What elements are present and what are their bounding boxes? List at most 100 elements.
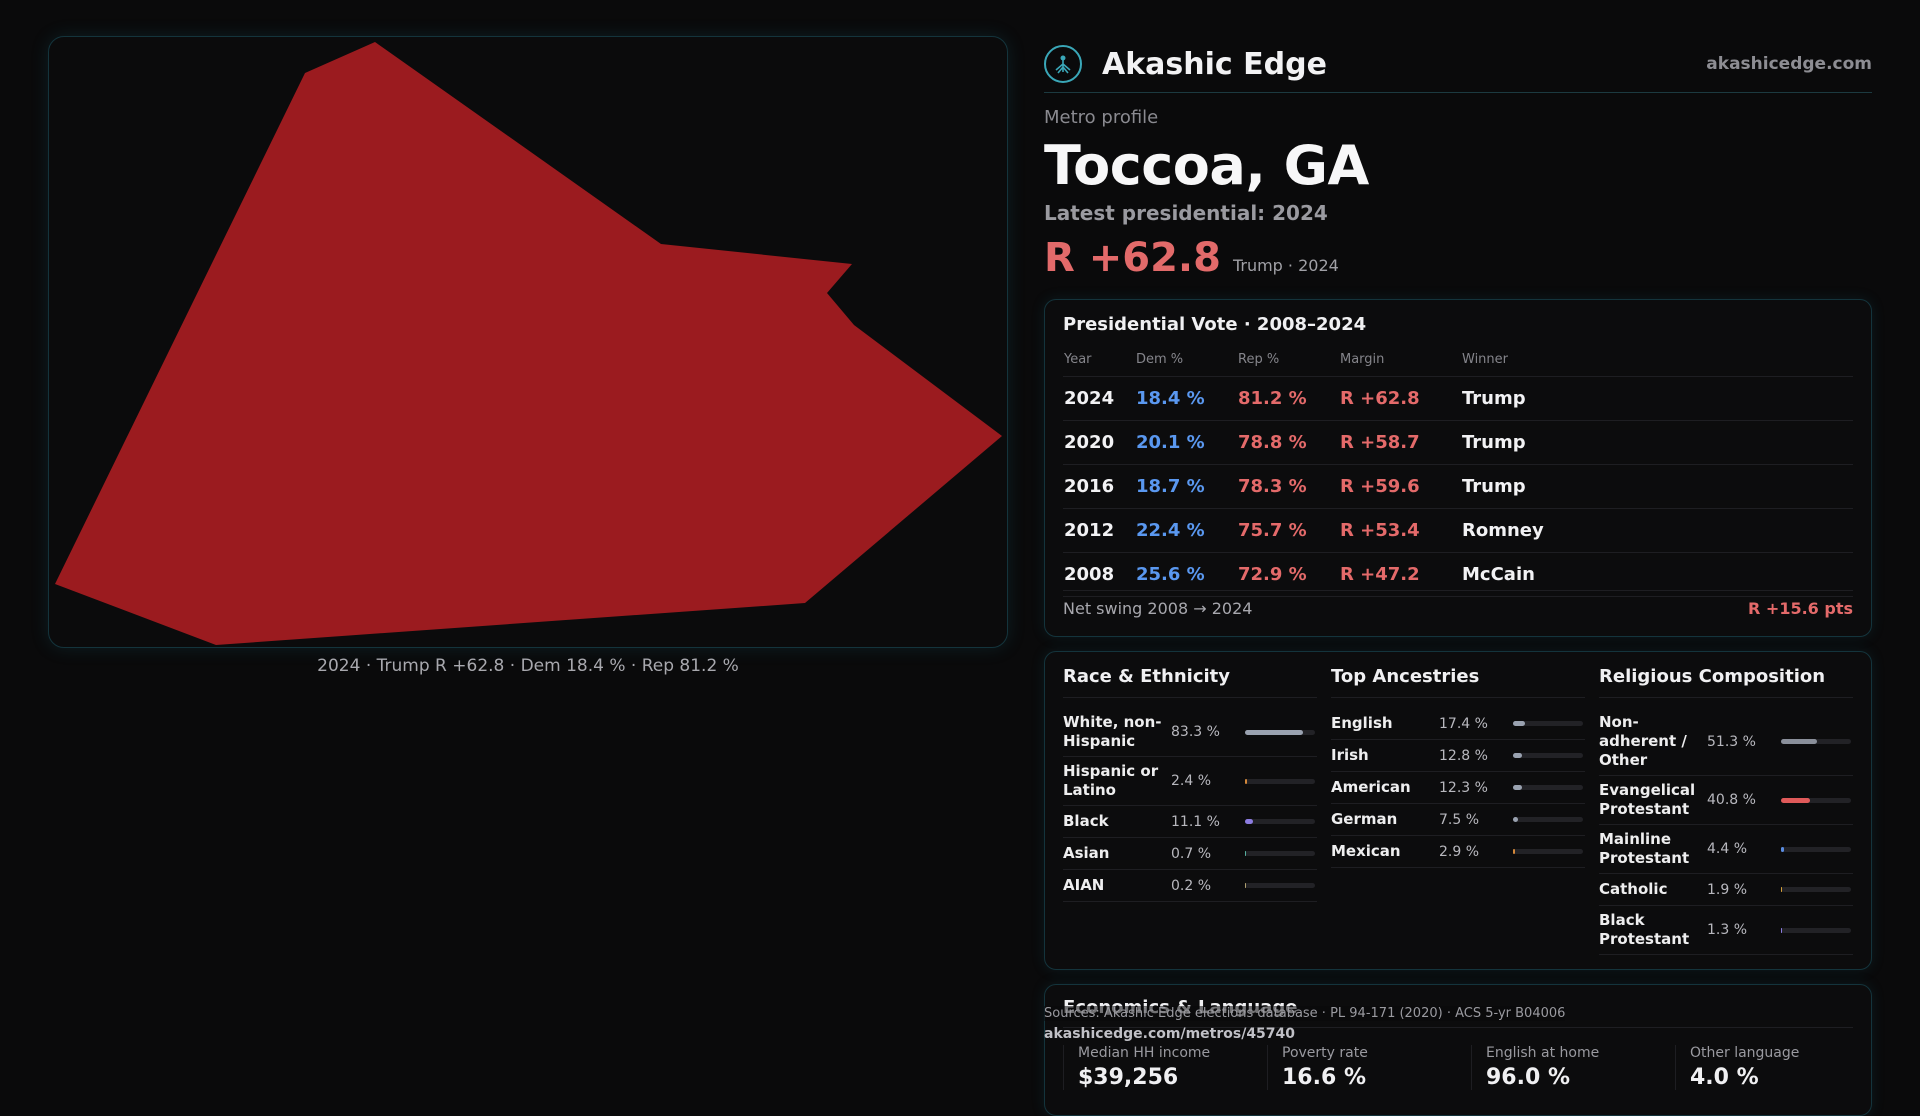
share-bar-fill xyxy=(1781,927,1783,933)
profile-header: Akashic Edge akashicedge.com Metro profi… xyxy=(1044,36,1872,281)
dem-cell: 22.4 % xyxy=(1135,508,1237,553)
stat-value: 12.3 % xyxy=(1439,779,1488,796)
share-bar xyxy=(1781,739,1851,744)
stat-value: 16.6 % xyxy=(1282,1065,1366,1090)
stat-value: $39,256 xyxy=(1078,1065,1179,1090)
share-bar-fill xyxy=(1513,817,1519,822)
winner-cell: Trump xyxy=(1461,464,1853,509)
stat-value: 0.2 % xyxy=(1171,877,1212,894)
demographics-panel: Race & Ethnicity White, non-Hispanic 83.… xyxy=(1044,651,1872,970)
stat-label: Black Protestant xyxy=(1599,911,1690,948)
brand-name[interactable]: Akashic Edge xyxy=(1102,46,1327,82)
rep-cell: 81.2 % xyxy=(1237,376,1339,421)
margin-cell: R +58.7 xyxy=(1339,420,1461,465)
stat-label: Hispanic or Latino xyxy=(1063,762,1159,799)
section-title: Race & Ethnicity xyxy=(1063,666,1317,698)
stat-value: 4.4 % xyxy=(1707,841,1748,857)
dem-cell: 18.4 % xyxy=(1135,376,1237,421)
column-header-year: Year xyxy=(1063,342,1135,377)
table-row[interactable]: 2020 20.1 % 78.8 % R +58.7 Trump xyxy=(1063,420,1853,465)
tree-of-life-icon[interactable] xyxy=(1044,45,1082,83)
stat-value: 83.3 % xyxy=(1171,724,1220,740)
table-row[interactable]: 2016 18.7 % 78.3 % R +59.6 Trump xyxy=(1063,464,1853,509)
share-bar xyxy=(1513,721,1583,726)
share-bar xyxy=(1513,785,1583,790)
list-item: Black 11.1 % xyxy=(1063,806,1317,838)
latest-margin-row: R +62.8 Trump · 2024 xyxy=(1044,235,1872,281)
list-item: Irish 12.8 % xyxy=(1331,740,1585,772)
brand-url-link[interactable]: akashicedge.com xyxy=(1706,54,1872,74)
stat-label: Poverty rate xyxy=(1282,1045,1368,1061)
share-bar xyxy=(1245,851,1315,856)
metro-shape-svg xyxy=(55,42,1002,645)
list-item: Mainline Protestant 4.4 % xyxy=(1599,825,1853,874)
winner-cell: McCain xyxy=(1461,552,1853,597)
list-item: Evangelical Protestant 40.8 % xyxy=(1599,776,1853,825)
stat-cell: Poverty rate 16.6 % xyxy=(1267,1045,1482,1090)
metro-boundary-shape[interactable] xyxy=(55,42,1002,645)
table-row[interactable]: 2012 22.4 % 75.7 % R +53.4 Romney xyxy=(1063,508,1853,553)
ancestry-list: English 17.4 % Irish 12.8 % American 12.… xyxy=(1331,708,1585,868)
stat-value: 96.0 % xyxy=(1486,1065,1570,1090)
stat-label: Black xyxy=(1063,812,1109,830)
stat-value: 2.4 % xyxy=(1171,773,1212,789)
margin-cell: R +59.6 xyxy=(1339,464,1461,509)
margin-cell: R +47.2 xyxy=(1339,552,1461,597)
dem-cell: 25.6 % xyxy=(1135,552,1237,597)
stat-value: 4.0 % xyxy=(1690,1065,1759,1090)
year-cell: 2016 xyxy=(1063,464,1135,509)
list-item: Non-adherent / Other 51.3 % xyxy=(1599,708,1853,776)
vote-table: Year Dem % Rep % Margin Winner 2024 18.4… xyxy=(1063,342,1853,597)
list-item: Black Protestant 1.3 % xyxy=(1599,906,1853,955)
stat-label: German xyxy=(1331,810,1398,828)
religion-list: Non-adherent / Other 51.3 % Evangelical … xyxy=(1599,708,1853,955)
metro-map[interactable] xyxy=(48,36,1008,648)
winner-cell: Trump xyxy=(1461,420,1853,465)
year-cell: 2012 xyxy=(1063,508,1135,553)
list-item: Mexican 2.9 % xyxy=(1331,836,1585,868)
stat-value: 1.3 % xyxy=(1707,922,1748,938)
list-item: German 7.5 % xyxy=(1331,804,1585,836)
column-header-dem: Dem % xyxy=(1135,342,1237,377)
stat-value: 12.8 % xyxy=(1439,747,1488,764)
share-bar-fill xyxy=(1513,753,1522,758)
list-item: White, non-Hispanic 83.3 % xyxy=(1063,708,1317,757)
table-row[interactable]: 2008 25.6 % 72.9 % R +47.2 McCain xyxy=(1063,552,1853,597)
latest-margin-winner: Trump · 2024 xyxy=(1232,256,1339,275)
share-bar-fill xyxy=(1781,797,1810,803)
stat-label: Non-adherent / Other xyxy=(1599,713,1687,769)
share-bar-fill xyxy=(1245,729,1304,735)
section-eyebrow: Metro profile xyxy=(1044,107,1159,128)
table-header-row: Year Dem % Rep % Margin Winner xyxy=(1063,342,1853,377)
share-bar xyxy=(1245,778,1315,784)
stat-value: 2.9 % xyxy=(1439,843,1480,860)
share-bar xyxy=(1781,846,1851,852)
year-cell: 2008 xyxy=(1063,552,1135,597)
list-item: Hispanic or Latino 2.4 % xyxy=(1063,757,1317,806)
stat-label: AIAN xyxy=(1063,876,1105,894)
rep-cell: 72.9 % xyxy=(1237,552,1339,597)
stat-label: Median HH income xyxy=(1078,1045,1211,1061)
column-header-margin: Margin xyxy=(1339,342,1461,377)
share-bar xyxy=(1781,797,1851,803)
share-bar xyxy=(1245,729,1315,735)
list-item: English 17.4 % xyxy=(1331,708,1585,740)
presidential-vote-panel: Presidential Vote · 2008–2024 Year Dem %… xyxy=(1044,299,1872,637)
share-bar xyxy=(1513,817,1583,822)
map-caption: 2024 · Trump R +62.8 · Dem 18.4 % · Rep … xyxy=(317,656,739,676)
stat-value: 17.4 % xyxy=(1439,715,1488,732)
list-item: Catholic 1.9 % xyxy=(1599,874,1853,906)
stat-label: Mexican xyxy=(1331,842,1401,860)
share-bar-fill xyxy=(1513,785,1522,790)
stat-label: Catholic xyxy=(1599,880,1668,898)
permalink[interactable]: akashicedge.com/metros/45740 xyxy=(1044,1026,1296,1042)
stat-label: Mainline Protestant xyxy=(1599,830,1690,867)
religious-composition-section: Religious Composition Non-adherent / Oth… xyxy=(1599,666,1853,955)
year-cell: 2024 xyxy=(1063,376,1135,421)
race-list: White, non-Hispanic 83.3 % Hispanic or L… xyxy=(1063,708,1317,902)
section-title: Top Ancestries xyxy=(1331,666,1585,698)
winner-cell: Romney xyxy=(1461,508,1853,553)
share-bar-fill xyxy=(1245,819,1253,824)
table-row[interactable]: 2024 18.4 % 81.2 % R +62.8 Trump xyxy=(1063,376,1853,421)
list-item: American 12.3 % xyxy=(1331,772,1585,804)
